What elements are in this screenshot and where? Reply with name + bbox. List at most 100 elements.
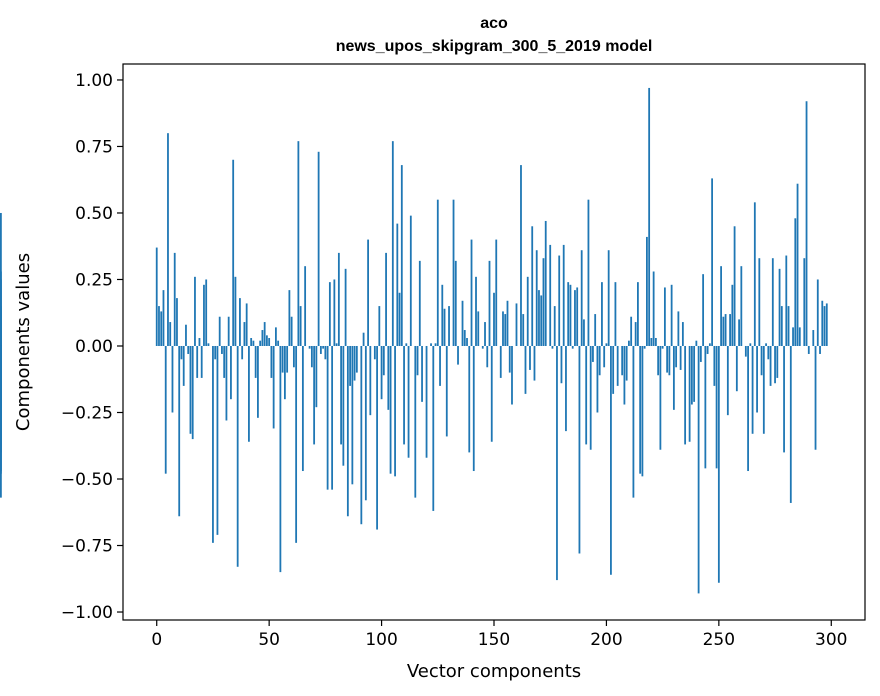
bar-155 [504, 314, 507, 346]
bar-84 [344, 268, 347, 346]
x-axis-ticks: 0 50 100 150 200 250 300 [151, 620, 847, 650]
bar-173 [544, 220, 547, 346]
bar-218 [646, 236, 648, 346]
bar-167 [531, 226, 534, 346]
y-tick-label: 0.75 [75, 137, 113, 157]
bar-4 [164, 345, 167, 474]
bar-107 [396, 223, 399, 346]
bar-23 [207, 343, 210, 346]
bar-241 [697, 345, 700, 594]
bar-99 [378, 306, 381, 346]
bar-73 [319, 345, 322, 354]
bar-223 [657, 345, 660, 376]
bar-150 [493, 292, 495, 346]
bar-145 [481, 345, 484, 349]
bar-61 [292, 345, 295, 368]
bar-157 [508, 345, 511, 373]
bar-123 [432, 345, 435, 511]
bar-25 [212, 345, 214, 543]
bar-171 [540, 295, 543, 346]
bar-60 [290, 316, 293, 346]
bar-199 [603, 345, 606, 368]
bar-201 [607, 250, 610, 346]
bar-182 [565, 345, 567, 432]
bar-179 [558, 255, 561, 346]
bar-16 [191, 345, 194, 440]
bar-137 [463, 330, 466, 346]
bar-141 [472, 345, 475, 472]
bar-267 [756, 345, 758, 413]
bar-294 [816, 279, 819, 346]
bar-226 [663, 287, 666, 346]
bar-118 [421, 345, 423, 402]
bar-33 [230, 345, 232, 400]
bar-175 [549, 244, 552, 346]
bar-1 [158, 306, 160, 346]
bar-290 [807, 345, 810, 354]
bar-239 [693, 345, 696, 402]
bar-181 [562, 244, 565, 346]
bar-undefined [0, 345, 2, 472]
bar-41 [248, 345, 250, 442]
bar-280 [785, 255, 788, 346]
bar-76 [326, 345, 329, 490]
bar-211 [630, 316, 633, 346]
bar-281 [787, 306, 790, 346]
bar-228 [668, 345, 671, 376]
bar-40 [245, 303, 248, 346]
bar-250 [717, 345, 720, 583]
bar-158 [511, 345, 513, 405]
bar-227 [666, 345, 669, 373]
bar-216 [641, 345, 644, 477]
bar-215 [639, 345, 642, 474]
bar-30 [223, 345, 226, 378]
bar-58 [286, 345, 289, 373]
bar-83 [342, 345, 345, 466]
bar-232 [677, 311, 680, 346]
bar-134 [457, 345, 459, 365]
bar-284 [794, 218, 797, 346]
bar-10 [178, 345, 181, 517]
bar-116 [416, 345, 419, 376]
bar-106 [394, 345, 396, 477]
bar-14 [187, 345, 190, 354]
y-axis-ticks: −1.00 −0.75 −0.50 −0.25 0.00 0.25 0.50 0.75 1.00 [61, 71, 123, 623]
bar-142 [475, 276, 477, 346]
bar-220 [650, 338, 653, 346]
bar-298 [825, 303, 828, 346]
bar-115 [414, 345, 417, 498]
bar-69 [310, 345, 313, 368]
bar-169 [535, 250, 538, 346]
bar-268 [758, 258, 761, 346]
bar-285 [796, 183, 799, 346]
bar-156 [506, 300, 509, 346]
bar-143 [477, 311, 480, 346]
bar-93 [364, 345, 367, 501]
bar-80 [335, 343, 338, 346]
bar-139 [468, 345, 471, 453]
bar-205 [616, 345, 619, 386]
bar-128 [443, 308, 446, 346]
bar-242 [699, 345, 702, 362]
bar-183 [567, 282, 570, 346]
bar-296 [821, 300, 824, 346]
bar-51 [270, 345, 273, 378]
bar-255 [729, 314, 731, 346]
bar-70 [313, 345, 316, 445]
y-tick-label: 1.00 [75, 71, 113, 91]
bar-36 [236, 345, 239, 567]
bar-71 [315, 345, 318, 408]
bar-88 [353, 345, 356, 381]
bar-140 [470, 239, 473, 346]
bar-259 [738, 319, 740, 346]
bar-35 [234, 276, 237, 346]
bar-213 [634, 322, 637, 346]
bar-94 [367, 239, 369, 346]
bar-264 [749, 343, 752, 346]
bar-9 [176, 298, 178, 346]
bar-15 [189, 345, 192, 434]
bar-252 [722, 316, 725, 346]
bar-50 [268, 338, 271, 346]
bar-202 [610, 345, 612, 575]
